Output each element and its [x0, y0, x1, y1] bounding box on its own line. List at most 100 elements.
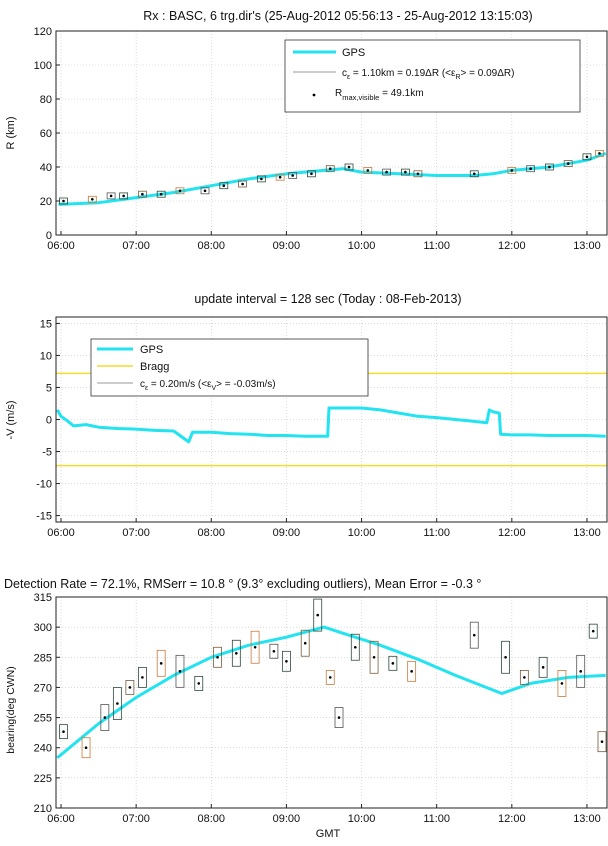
bearing-detection-box	[59, 724, 68, 740]
bearing-detection-point	[328, 676, 332, 679]
bearing-detection-box	[269, 643, 279, 659]
bearing-detection-box	[100, 704, 110, 731]
range-detection-box	[200, 187, 210, 195]
range-detection-box	[138, 190, 147, 198]
range-detection-point	[310, 172, 313, 176]
range-detection-point	[291, 174, 294, 177]
bearing-y-tick-label: 240	[34, 743, 52, 755]
range-detection-point	[203, 189, 207, 193]
range-y-tick-label: 80	[40, 94, 52, 106]
range-chart-legend: GPS cε = 1.10km = 0.19ΔR (<εR> = 0.09ΔR)…	[284, 39, 581, 113]
bearing-plot-background	[56, 597, 607, 808]
range-detection-box	[288, 172, 298, 179]
bearing-detection-point	[178, 670, 182, 673]
velocity-y-tick-label: 5	[46, 382, 52, 394]
velocity-plot-area: -15 -10 -5 0 5 10 15 06:00 07:00 08:00 09:00 10:00 1…	[36, 316, 608, 539]
range-x-tick-label: 06:00	[47, 240, 75, 252]
legend-error-label: cε = 0.20m/s (<εV> = -0.03m/s)	[140, 379, 276, 392]
bearing-detection-point	[141, 676, 144, 679]
bearing-detection-point	[216, 655, 219, 659]
bearing-detection-point	[197, 682, 201, 685]
range-detection-box	[256, 175, 266, 183]
range-detection-point	[328, 167, 332, 170]
range-y-tick-label: 40	[40, 162, 52, 174]
range-detection-box	[507, 166, 517, 174]
range-detection-box	[400, 168, 410, 176]
range-x-tick-label: 08:00	[198, 240, 226, 252]
bearing-x-tick-label: 08:00	[198, 813, 226, 825]
velocity-y-axis-label: -V (m/s)	[5, 400, 17, 439]
velocity-chart-title: update interval = 128 sec (Today : 08-Fe…	[194, 292, 461, 306]
bearing-detection-point	[103, 716, 107, 719]
bearing-detection-box	[156, 649, 166, 677]
bearing-detection-box	[325, 669, 335, 685]
bearing-detection-point	[253, 645, 257, 649]
bearing-detection-box	[138, 666, 147, 688]
bearing-plot-frame	[55, 596, 608, 809]
range-detection-point	[141, 192, 144, 196]
range-detection-box	[156, 190, 166, 198]
bearing-detection-box	[407, 660, 417, 682]
velocity-y-tick-label: 0	[46, 415, 52, 427]
bearing-detection-point	[316, 613, 320, 617]
bearing-detection-box	[369, 640, 379, 674]
legend-gps-label: GPS	[342, 47, 365, 59]
range-detection-point	[241, 182, 244, 186]
bearing-detection-point	[579, 670, 583, 673]
range-detection-box	[363, 166, 373, 174]
bearing-detection-point	[128, 686, 132, 689]
bearing-y-tick-label: 225	[34, 773, 52, 785]
range-detection-box	[526, 165, 536, 173]
bearing-y-tick-label: 270	[34, 682, 52, 694]
bearing-detection-box	[300, 629, 310, 657]
bearing-detection-point	[62, 730, 65, 733]
range-x-tick-label: 12:00	[498, 240, 526, 252]
range-detection-point	[598, 152, 601, 155]
bearing-detection-box	[213, 646, 222, 668]
range-detection-box	[175, 187, 185, 195]
velocity-y-tick-label: 15	[40, 318, 52, 330]
bearing-detection-box	[81, 737, 91, 759]
legend-box	[90, 338, 369, 397]
bearing-detection-point	[159, 662, 163, 665]
bearing-y-tick-label: 255	[34, 713, 52, 725]
bearing-detection-point	[410, 670, 413, 673]
range-y-tick-label: 120	[34, 26, 52, 38]
bearing-detection-point	[523, 676, 526, 679]
range-chart-title: Rx : BASC, 6 trg.dir's (25-Aug-2012 05:5…	[143, 9, 532, 23]
bearing-detection-box	[501, 640, 510, 674]
velocity-y-tick-label: 10	[40, 350, 52, 362]
bearing-detection-point	[600, 740, 604, 743]
range-detection-box	[219, 182, 229, 190]
bearing-x-tick-label: 11:00	[423, 813, 450, 825]
velocity-x-tick-label: 06:00	[47, 527, 75, 539]
bearing-x-axis-label: GMT	[316, 828, 341, 840]
velocity-y-tick-label: -5	[42, 447, 52, 459]
bearing-detection-point	[504, 655, 507, 659]
range-detection-box	[275, 173, 285, 181]
range-x-tick-label: 11:00	[423, 240, 450, 252]
range-detection-box	[582, 153, 592, 161]
range-detection-box	[344, 163, 354, 171]
range-detection-point	[416, 172, 420, 176]
range-detection-box	[469, 170, 479, 178]
range-y-tick-label: 60	[40, 128, 52, 140]
legend-error-label: cε = 1.10km = 0.19ΔR (<εR> = 0.09ΔR)	[342, 68, 514, 81]
range-detection-box	[87, 195, 97, 203]
bearing-detection-box	[313, 598, 323, 632]
bearing-detection-point	[337, 716, 341, 719]
bearing-detection-box	[469, 621, 479, 649]
bearing-detection-point	[591, 629, 595, 633]
bearing-detection-point	[353, 645, 357, 649]
range-detection-box	[307, 170, 316, 178]
range-detection-point	[585, 155, 589, 159]
bearing-detection-point	[541, 666, 545, 669]
bearing-detection-box	[557, 670, 567, 697]
bearing-detection-box	[576, 654, 586, 688]
range-detection-point	[91, 198, 94, 201]
bearing-chart-title: Detection Rate = 72.1%, RMSerr = 10.8 ° …	[4, 577, 481, 591]
bearing-chart-panel: Detection Rate = 72.1%, RMSerr = 10.8 ° …	[4, 577, 608, 840]
bearing-y-tick-label: 285	[34, 652, 52, 664]
range-detection-box	[595, 149, 604, 157]
range-detection-point	[566, 162, 570, 165]
